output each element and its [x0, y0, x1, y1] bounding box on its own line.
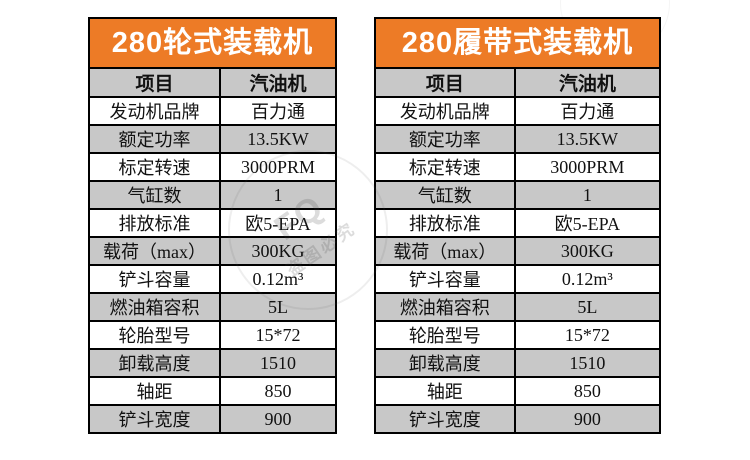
- spec-value: 3000PRM: [513, 152, 662, 182]
- column-header-row: 项目 汽油机: [88, 67, 338, 98]
- spec-row: 标定转速 3000PRM: [374, 152, 662, 182]
- column-header: 汽油机: [513, 67, 662, 98]
- column-header-row: 项目 汽油机: [374, 67, 662, 98]
- spec-value: 300KG: [513, 236, 662, 266]
- spec-label: 气缸数: [374, 180, 516, 210]
- spec-row: 铲斗容量 0.12m³: [88, 264, 338, 294]
- spec-label: 标定转速: [88, 152, 221, 182]
- spec-row: 铲斗容量 0.12m³: [374, 264, 662, 294]
- spec-value: 850: [218, 376, 338, 406]
- table-title-banner: 280轮式装载机: [88, 17, 337, 67]
- spec-row: 额定功率 13.5KW: [88, 124, 338, 154]
- spec-row: 额定功率 13.5KW: [374, 124, 662, 154]
- spec-row: 铲斗宽度 900: [88, 404, 338, 434]
- spec-label: 标定转速: [374, 152, 516, 182]
- spec-value: 3000PRM: [218, 152, 338, 182]
- spec-value: 300KG: [218, 236, 338, 266]
- spec-label: 铲斗宽度: [88, 404, 221, 434]
- spec-label: 气缸数: [88, 180, 221, 210]
- spec-row: 发动机品牌 百力通: [88, 96, 338, 126]
- spec-value: 1: [218, 180, 338, 210]
- spec-label: 轮胎型号: [374, 320, 516, 350]
- spec-row: 载荷（max） 300KG: [374, 236, 662, 266]
- spec-label: 额定功率: [88, 124, 221, 154]
- spec-label: 载荷（max）: [374, 236, 516, 266]
- spec-label: 排放标准: [374, 208, 516, 238]
- spec-row: 气缸数 1: [374, 180, 662, 210]
- spec-row: 燃油箱容积 5L: [88, 292, 338, 322]
- spec-value: 13.5KW: [513, 124, 662, 154]
- column-header: 汽油机: [218, 67, 338, 98]
- spec-label: 载荷（max）: [88, 236, 221, 266]
- spec-row: 轴距 850: [374, 376, 662, 406]
- spec-label: 发动机品牌: [88, 96, 221, 126]
- spec-label: 铲斗宽度: [374, 404, 516, 434]
- spec-value: 1510: [218, 348, 338, 378]
- spec-value: 1: [513, 180, 662, 210]
- spec-row: 铲斗宽度 900: [374, 404, 662, 434]
- spec-value: 欧5-EPA: [513, 208, 662, 238]
- spec-label: 铲斗容量: [374, 264, 516, 294]
- spec-label: 轮胎型号: [88, 320, 221, 350]
- spec-row: 轮胎型号 15*72: [88, 320, 338, 350]
- spec-value: 850: [513, 376, 662, 406]
- spec-label: 燃油箱容积: [88, 292, 221, 322]
- column-header: 项目: [374, 67, 516, 98]
- spec-value: 900: [513, 404, 662, 434]
- spec-label: 轴距: [88, 376, 221, 406]
- spec-label: 排放标准: [88, 208, 221, 238]
- spec-row: 轮胎型号 15*72: [374, 320, 662, 350]
- spec-card-wheeled-loader: 280轮式装载机 项目 汽油机 发动机品牌 百力通 额定功率 13.5KW 标定转速 300…: [88, 17, 338, 434]
- spec-row: 排放标准 欧5-EPA: [374, 208, 662, 238]
- spec-label: 轴距: [374, 376, 516, 406]
- spec-value: 13.5KW: [218, 124, 338, 154]
- spec-label: 铲斗容量: [88, 264, 221, 294]
- spec-row: 载荷（max） 300KG: [88, 236, 338, 266]
- spec-row: 排放标准 欧5-EPA: [88, 208, 338, 238]
- spec-row: 卸载高度 1510: [88, 348, 338, 378]
- spec-row: 气缸数 1: [88, 180, 338, 210]
- spec-value: 百力通: [218, 96, 338, 126]
- spec-label: 卸载高度: [374, 348, 516, 378]
- spec-row: 卸载高度 1510: [374, 348, 662, 378]
- table-title-banner: 280履带式装载机: [374, 17, 661, 67]
- spec-row: 发动机品牌 百力通: [374, 96, 662, 126]
- spec-table-wheeled: 项目 汽油机 发动机品牌 百力通 额定功率 13.5KW 标定转速 3000PRM 气缸数 1 排…: [88, 67, 338, 434]
- column-header: 项目: [88, 67, 221, 98]
- spec-value: 0.12m³: [513, 264, 662, 294]
- spec-row: 燃油箱容积 5L: [374, 292, 662, 322]
- spec-value: 0.12m³: [218, 264, 338, 294]
- spec-value: 15*72: [218, 320, 338, 350]
- spec-value: 欧5-EPA: [218, 208, 338, 238]
- spec-value: 5L: [513, 292, 662, 322]
- spec-label: 卸载高度: [88, 348, 221, 378]
- table-title: 280履带式装载机: [401, 27, 634, 59]
- spec-value: 5L: [218, 292, 338, 322]
- spec-card-tracked-loader: 280履带式装载机 项目 汽油机 发动机品牌 百力通 额定功率 13.5KW 标定转速 30…: [374, 17, 662, 434]
- spec-label: 燃油箱容积: [374, 292, 516, 322]
- spec-table-tracked: 项目 汽油机 发动机品牌 百力通 额定功率 13.5KW 标定转速 3000PRM 气缸数 1 排…: [374, 67, 662, 434]
- spec-label: 发动机品牌: [374, 96, 516, 126]
- spec-row: 轴距 850: [88, 376, 338, 406]
- spec-value: 900: [218, 404, 338, 434]
- spec-label: 额定功率: [374, 124, 516, 154]
- spec-value: 1510: [513, 348, 662, 378]
- spec-value: 15*72: [513, 320, 662, 350]
- spec-value: 百力通: [513, 96, 662, 126]
- table-title: 280轮式装载机: [111, 27, 314, 59]
- spec-row: 标定转速 3000PRM: [88, 152, 338, 182]
